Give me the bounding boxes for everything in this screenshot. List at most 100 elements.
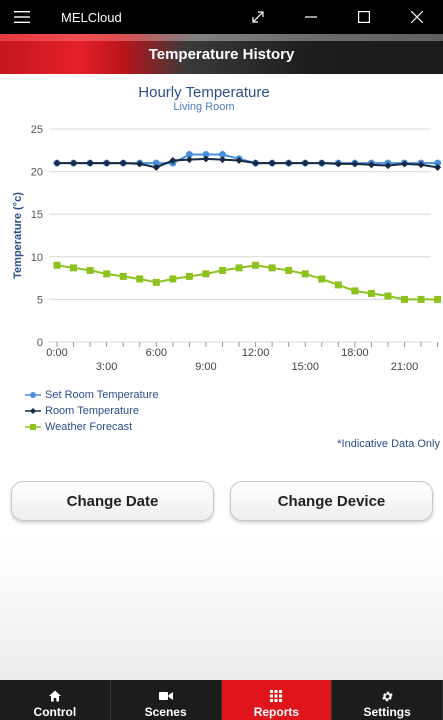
data-point — [202, 270, 210, 278]
grid-icon — [270, 687, 283, 705]
nav-control[interactable]: Control — [0, 680, 111, 720]
data-point — [202, 151, 210, 159]
data-point — [417, 161, 425, 169]
data-point — [218, 266, 226, 274]
data-point — [285, 159, 293, 167]
data-point — [152, 278, 160, 286]
data-point — [70, 159, 78, 167]
title-bar: MELCloud — [0, 0, 443, 34]
data-point — [152, 159, 160, 167]
data-point — [301, 270, 309, 278]
bottom-nav: Control Scenes Reports Settings — [0, 680, 443, 720]
y-tick-label: 5 — [37, 294, 43, 306]
y-tick-label: 20 — [31, 167, 43, 179]
data-point — [318, 159, 326, 167]
y-axis-label: Temperature (°c) — [12, 192, 24, 279]
expand-icon[interactable] — [231, 0, 284, 34]
content-background — [0, 540, 443, 680]
data-point — [86, 266, 94, 274]
camera-icon — [158, 687, 173, 705]
close-icon[interactable] — [390, 0, 443, 34]
data-point — [86, 159, 94, 167]
data-point — [218, 151, 226, 159]
chart-subtitle: Living Room — [173, 101, 235, 113]
data-point — [285, 266, 293, 274]
data-point — [301, 159, 309, 167]
nav-label: Settings — [363, 705, 411, 719]
data-point — [401, 160, 409, 168]
y-tick-label: 0 — [37, 337, 43, 349]
x-tick-label: 3:00 — [96, 361, 117, 373]
y-tick-label: 15 — [31, 209, 43, 221]
legend-item-weather[interactable]: Weather Forecast — [25, 419, 159, 435]
data-point — [185, 272, 193, 280]
data-point — [434, 159, 442, 167]
data-point — [202, 155, 210, 163]
legend-label: Weather Forecast — [45, 421, 133, 433]
x-tick-label: 21:00 — [391, 361, 419, 373]
data-point — [103, 270, 111, 278]
data-point — [152, 163, 160, 171]
page-title: Temperature History — [148, 45, 295, 63]
data-point — [119, 159, 127, 167]
x-tick-label: 6:00 — [146, 347, 167, 359]
data-point — [103, 159, 111, 167]
legend-label: Set Room Temperature — [45, 389, 159, 401]
data-point — [218, 156, 226, 164]
legend-item-room[interactable]: Room Temperature — [25, 403, 159, 419]
data-point — [119, 272, 127, 280]
page-header: Temperature History — [0, 34, 443, 74]
nav-reports[interactable]: Reports — [221, 680, 333, 720]
indicative-note: *Indicative Data Only — [337, 438, 440, 450]
data-point — [53, 159, 61, 167]
gear-icon — [381, 687, 394, 705]
data-point — [334, 281, 342, 289]
x-tick-label: 0:00 — [46, 347, 67, 359]
data-point — [70, 264, 78, 272]
home-icon — [48, 687, 61, 705]
nav-label: Reports — [253, 705, 300, 719]
minimize-icon[interactable] — [284, 0, 337, 34]
data-point — [136, 275, 144, 283]
chart-title: Hourly Temperature — [138, 84, 270, 101]
x-tick-label: 12:00 — [242, 347, 270, 359]
temperature-chart: Hourly Temperature Living Room 0 5 10 15 20 2… — [0, 74, 443, 464]
data-point — [351, 160, 359, 168]
series-line-2 — [56, 264, 438, 301]
y-tick-label: 10 — [31, 252, 43, 264]
data-point — [136, 160, 144, 168]
data-point — [334, 160, 342, 168]
data-point — [235, 264, 243, 272]
y-tick-label: 25 — [31, 124, 43, 136]
legend-item-set-room[interactable]: Set Room Temperature — [25, 387, 159, 403]
data-point — [384, 162, 392, 170]
legend-label: Room Temperature — [45, 405, 139, 417]
data-point — [53, 261, 61, 269]
data-point — [351, 287, 359, 295]
data-point — [434, 163, 442, 171]
nav-label: Control — [33, 705, 77, 719]
hamburger-icon[interactable] — [0, 0, 44, 34]
data-point — [169, 157, 177, 165]
data-point — [252, 261, 260, 269]
data-point — [252, 159, 260, 167]
nav-settings[interactable]: Settings — [332, 680, 443, 720]
nav-label: Scenes — [144, 705, 187, 719]
nav-scenes[interactable]: Scenes — [111, 680, 222, 720]
data-point — [185, 156, 193, 164]
data-point — [417, 295, 425, 303]
x-tick-label: 9:00 — [195, 361, 216, 373]
chart-plot: 0 5 10 15 20 25 0:00 6:00 12:00 18:00 3:00 9:00 15:0… — [12, 124, 442, 373]
change-date-button[interactable]: Change Date — [11, 481, 214, 521]
app-name: MELCloud — [61, 9, 122, 25]
chart-legend: Set Room Temperature Room Temperature We… — [25, 387, 159, 435]
data-point — [434, 295, 442, 303]
data-point — [185, 151, 193, 159]
change-device-button[interactable]: Change Device — [230, 481, 433, 521]
maximize-icon[interactable] — [337, 0, 390, 34]
data-point — [169, 275, 177, 283]
data-point — [268, 159, 276, 167]
data-point — [401, 295, 409, 303]
data-point — [367, 161, 375, 169]
data-point — [367, 289, 375, 297]
